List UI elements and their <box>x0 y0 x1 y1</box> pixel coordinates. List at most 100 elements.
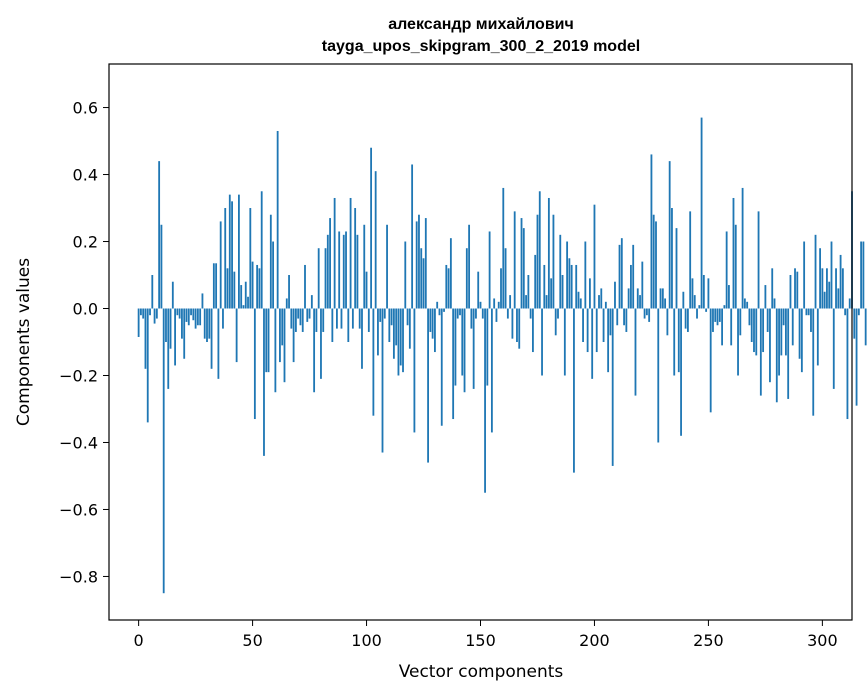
bar <box>732 197 735 309</box>
bar <box>377 308 379 356</box>
bar <box>397 308 400 376</box>
bar <box>351 308 354 329</box>
bar <box>648 308 651 322</box>
bar <box>313 308 316 393</box>
bar <box>215 263 218 309</box>
bar <box>536 214 539 309</box>
bar <box>602 308 605 342</box>
bar <box>155 308 158 319</box>
bar <box>623 308 625 326</box>
bar <box>301 308 304 332</box>
bar <box>552 214 555 309</box>
bar <box>365 271 368 309</box>
bar <box>664 298 667 309</box>
bar <box>279 308 281 363</box>
bar <box>183 308 186 359</box>
bar <box>837 288 840 309</box>
bar <box>527 275 530 309</box>
bar <box>771 268 774 309</box>
bar <box>427 308 429 463</box>
bar <box>345 231 347 309</box>
bar <box>513 211 516 309</box>
bar <box>794 268 796 309</box>
bar <box>447 268 450 309</box>
bar <box>680 308 682 436</box>
bar <box>199 308 202 326</box>
bar <box>502 187 505 309</box>
bar <box>233 271 236 309</box>
bar <box>625 308 628 332</box>
bar <box>725 231 728 309</box>
bar <box>256 264 259 309</box>
bar <box>652 214 655 309</box>
bar <box>158 161 161 309</box>
bar <box>238 194 240 309</box>
bar <box>780 308 783 356</box>
x-tick-label: 200 <box>579 631 610 650</box>
bar <box>226 268 229 309</box>
bar <box>582 308 584 342</box>
bar <box>702 275 705 309</box>
bar <box>206 308 208 342</box>
bar <box>304 264 306 309</box>
bar <box>411 164 414 309</box>
bar <box>290 308 293 329</box>
bar <box>807 308 810 316</box>
bar <box>490 308 493 433</box>
bar <box>634 308 637 396</box>
bar <box>356 234 359 309</box>
bar <box>791 308 794 346</box>
bar <box>541 308 543 376</box>
bar <box>349 197 352 309</box>
bar <box>557 308 559 319</box>
bar <box>750 308 753 342</box>
bar <box>196 308 199 326</box>
y-tick-label: −0.6 <box>59 500 98 519</box>
bar <box>577 291 580 309</box>
bar <box>693 295 696 309</box>
bar <box>383 308 386 319</box>
bar <box>429 308 432 332</box>
bar <box>276 130 279 309</box>
bar <box>219 221 222 309</box>
bar <box>595 308 598 353</box>
bar <box>144 308 147 369</box>
bar <box>253 308 256 420</box>
bar <box>452 308 455 420</box>
bar <box>810 308 812 332</box>
bar <box>265 308 268 373</box>
bar <box>306 308 309 322</box>
bar <box>620 238 623 309</box>
bar <box>140 308 142 316</box>
bar <box>434 308 436 353</box>
bar <box>666 308 669 336</box>
bar <box>178 308 181 319</box>
bar <box>495 308 498 322</box>
bar <box>828 281 831 309</box>
bar <box>354 208 357 309</box>
bar <box>146 308 149 423</box>
bar <box>488 231 491 309</box>
bar <box>267 308 270 373</box>
bar <box>657 308 660 443</box>
bar <box>420 248 423 309</box>
bar <box>203 308 206 339</box>
bar <box>176 308 179 316</box>
bar <box>723 305 726 309</box>
bar <box>734 224 737 309</box>
bar <box>363 224 366 309</box>
bar <box>283 308 286 383</box>
bar <box>803 241 806 309</box>
x-axis-label: Vector components <box>399 662 564 682</box>
y-tick-label: 0.4 <box>73 166 98 185</box>
bar <box>641 261 644 309</box>
bar <box>436 301 439 309</box>
bar <box>698 305 701 309</box>
bar <box>167 308 170 389</box>
bar <box>153 308 156 324</box>
bar <box>684 308 687 329</box>
x-tick-label: 300 <box>807 631 838 650</box>
bar <box>584 241 587 309</box>
bar <box>399 308 402 366</box>
bar <box>516 308 518 342</box>
